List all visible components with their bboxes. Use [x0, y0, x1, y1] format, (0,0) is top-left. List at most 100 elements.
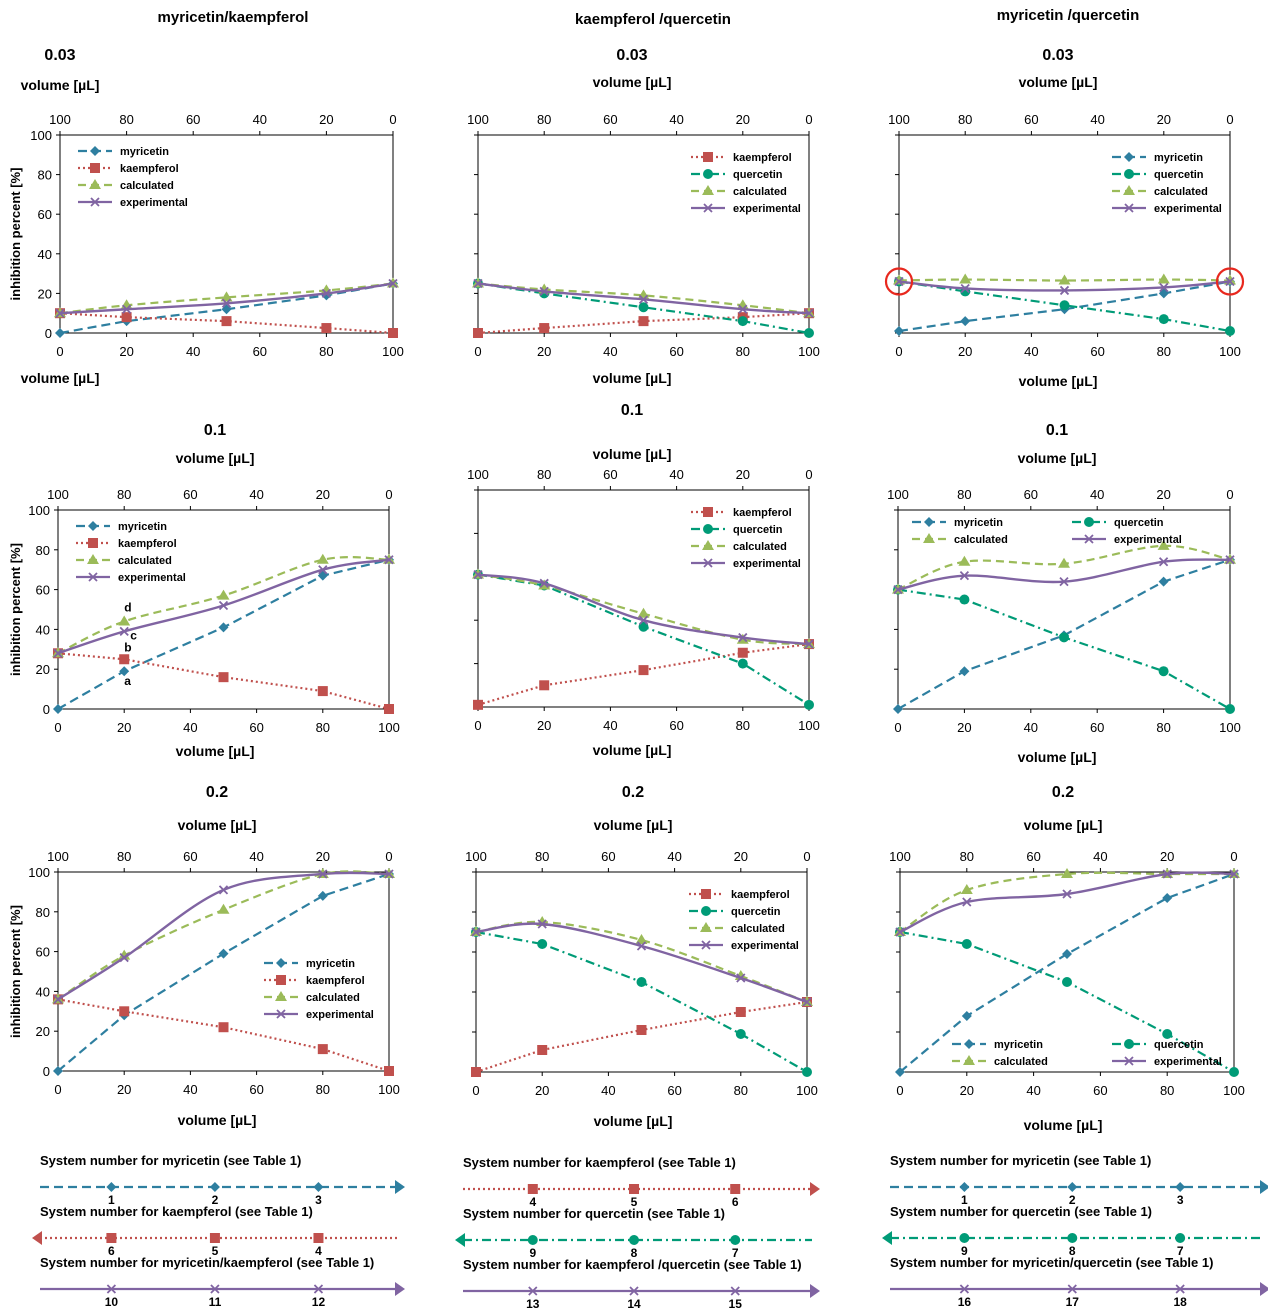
data-point-kaempferol: [471, 1067, 481, 1077]
system-number-value: 9: [961, 1244, 968, 1258]
top-tick-label: 100: [465, 849, 487, 864]
data-point-kaempferol: [317, 686, 328, 697]
x-tick-label: 20: [535, 1083, 549, 1098]
data-point-myricetin: [895, 1067, 905, 1077]
y-tick-label: 40: [38, 247, 52, 262]
x-tick-label: 0: [472, 1083, 479, 1098]
top-tick-label: 100: [467, 467, 489, 482]
legend-label-myricetin: myricetin: [306, 958, 355, 970]
system-number-marker: [209, 1233, 220, 1243]
system-number-marker: [1067, 1182, 1078, 1192]
system-number-label: System number for quercetin (see Table 1…: [890, 1204, 1152, 1219]
x-tick-label: 0: [54, 720, 61, 735]
data-point-quercetin: [1229, 1067, 1239, 1077]
system-number-value: 15: [729, 1297, 743, 1311]
data-point-myricetin: [1062, 949, 1072, 959]
legend-marker-kaempferol: [703, 507, 713, 517]
data-point-experimental: [1229, 869, 1239, 879]
system-number-row-quercetin: System number for quercetin (see Table 1…: [455, 1206, 812, 1260]
y-tick-label: 40: [36, 622, 50, 637]
legend-label-myricetin: myricetin: [118, 521, 167, 533]
top-tick-label: 40: [667, 849, 681, 864]
legend-marker-kaempferol: [703, 152, 713, 162]
legend-label-calculated: calculated: [954, 534, 1008, 546]
top-tick-label: 20: [734, 849, 748, 864]
data-point-myricetin: [959, 666, 970, 677]
data-point-experimental: [539, 286, 549, 297]
series-line-calculated: [898, 278, 1231, 282]
legend-label-calculated: calculated: [120, 180, 174, 192]
y-tick-label: 20: [38, 286, 52, 301]
data-point-experimental: [1059, 285, 1070, 296]
top-tick-label: 0: [389, 112, 396, 127]
highlight-circle: [884, 267, 914, 296]
system-number-marker: [210, 1284, 220, 1294]
data-point-quercetin: [804, 328, 814, 338]
legend-marker-quercetin: [703, 169, 713, 179]
x-tick-label: 60: [253, 344, 267, 359]
top-tick-label: 60: [1026, 849, 1040, 864]
chart-title: 0.2: [1052, 784, 1074, 801]
series-line-calculated: [899, 871, 1234, 933]
arrow-left-icon: [32, 1231, 42, 1245]
top-tick-label: 80: [117, 487, 131, 502]
data-point-kaempferol: [321, 323, 332, 334]
system-number-row-experimental: System number for myricetin/kaempferol (…: [40, 1255, 405, 1309]
data-point-experimental: [1225, 555, 1235, 565]
legend-label-experimental: experimental: [733, 558, 801, 570]
data-point-experimental: [1158, 557, 1169, 567]
data-point-kaempferol: [384, 1066, 394, 1076]
data-point-myricetin: [960, 316, 971, 327]
x-tick-label: 20: [537, 344, 551, 359]
data-point-quercetin: [1225, 326, 1235, 337]
top-axis-title: volume [µL]: [593, 446, 672, 462]
data-point-experimental: [218, 600, 229, 611]
x-tick-label: 60: [669, 344, 683, 359]
data-point-kaempferol: [638, 665, 649, 676]
data-point-experimental: [471, 927, 481, 937]
data-point-kaempferol: [218, 1022, 229, 1033]
top-tick-label: 100: [887, 487, 909, 502]
data-point-kaempferol: [119, 1006, 130, 1017]
x-tick-label: 100: [1223, 1083, 1245, 1098]
system-number-marker: [209, 1182, 220, 1192]
data-point-experimental: [738, 632, 748, 643]
data-point-experimental: [121, 304, 132, 314]
x-tick-label: 20: [958, 344, 972, 359]
data-point-quercetin: [638, 621, 649, 632]
system-number-marker: [730, 1235, 741, 1245]
x-tick-label: 40: [603, 718, 617, 733]
y-tick-label: 60: [36, 583, 50, 598]
arrow-right-icon: [810, 1182, 820, 1196]
y-tick-label: 100: [28, 865, 50, 880]
system-number-value: 7: [1177, 1244, 1184, 1258]
legend-label-kaempferol: kaempferol: [118, 538, 177, 550]
top-tick-label: 80: [117, 849, 131, 864]
system-number-marker: [106, 1284, 117, 1294]
x-tick-label: 100: [798, 344, 820, 359]
system-number-row-kaempferol: System number for kaempferol (see Table …: [463, 1155, 820, 1209]
legend-marker-kaempferol: [276, 975, 286, 985]
legend-marker-experimental: [88, 572, 98, 582]
legend-label-experimental: experimental: [1154, 1056, 1222, 1068]
x-tick-label: 40: [1024, 720, 1038, 735]
data-point-experimental: [388, 278, 398, 289]
chart-title: 0.2: [622, 784, 644, 801]
chart-title: 0.03: [1042, 47, 1073, 64]
data-point-calculated: [635, 934, 648, 944]
series-line-kaempferol: [57, 652, 390, 711]
top-tick-label: 80: [537, 467, 551, 482]
legend-marker-calculated: [87, 554, 99, 564]
system-number-marker: [959, 1284, 970, 1294]
legend-marker-experimental: [1124, 1056, 1134, 1066]
data-point-kaempferol: [636, 1025, 647, 1035]
data-point-kaempferol: [121, 312, 132, 323]
legend-marker-calculated: [1123, 185, 1135, 195]
data-point-experimental: [384, 869, 394, 879]
data-point-calculated: [118, 949, 131, 960]
system-number-row-quercetin: System number for quercetin (see Table 1…: [882, 1204, 1262, 1258]
data-point-kaempferol: [638, 316, 649, 327]
